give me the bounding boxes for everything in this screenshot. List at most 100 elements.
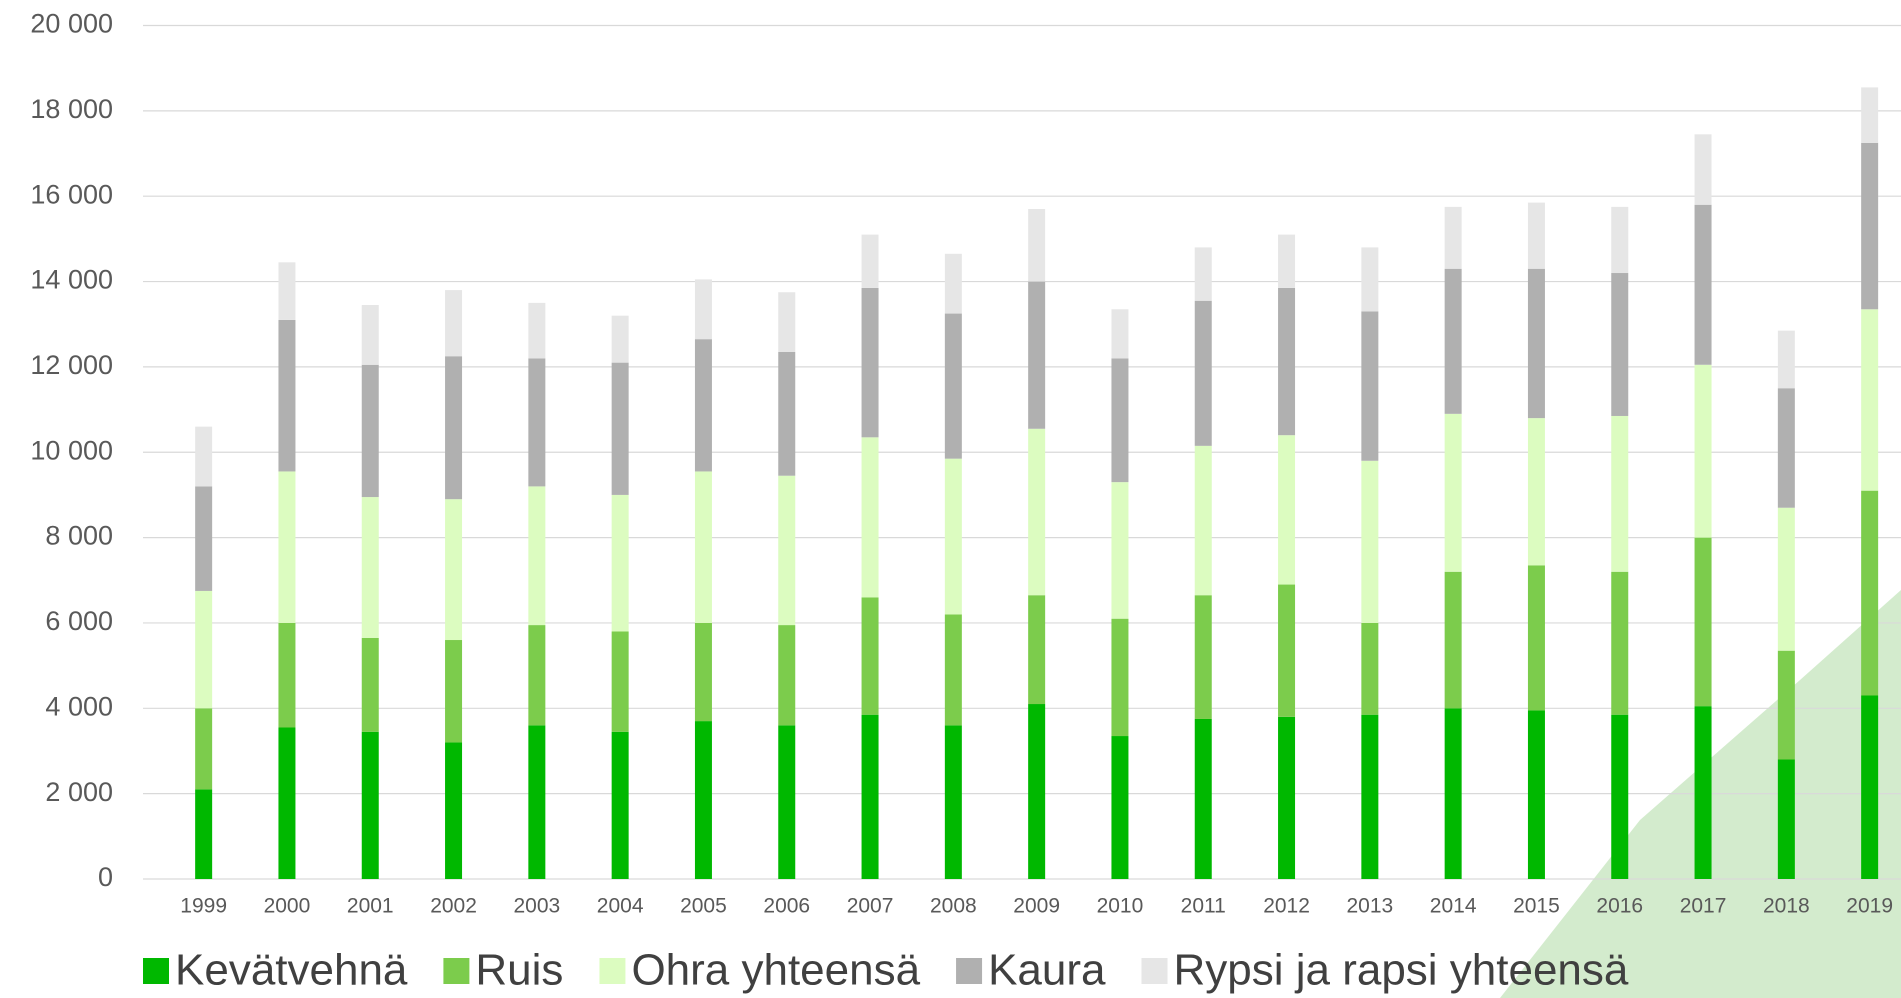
x-tick-label: 2018 xyxy=(1763,895,1810,918)
y-tick-label: 12 000 xyxy=(30,350,113,380)
x-tick-label: 2011 xyxy=(1181,895,1226,918)
bar-segment xyxy=(862,715,879,879)
bar-segment xyxy=(1195,719,1212,879)
x-tick-label: 2003 xyxy=(513,895,560,918)
bar-segment xyxy=(528,625,545,725)
bar-segment xyxy=(1445,207,1462,269)
legend-swatch xyxy=(599,958,625,984)
bar-segment xyxy=(612,631,629,731)
bar-segment xyxy=(1028,595,1045,704)
legend-label: Ohra yhteensä xyxy=(631,946,920,995)
bar-segment xyxy=(1778,508,1795,651)
bar-segment xyxy=(1778,388,1795,507)
y-tick-label: 10 000 xyxy=(30,435,113,465)
bar-segment xyxy=(1445,572,1462,709)
bar-segment xyxy=(1278,585,1295,717)
x-tick-label: 2008 xyxy=(930,895,977,918)
bar-segment xyxy=(278,728,295,879)
bar-segment xyxy=(1361,247,1378,311)
bar-segment xyxy=(445,742,462,879)
legend-label: Ruis xyxy=(475,946,563,995)
bar-segment xyxy=(362,497,379,638)
bar-segment xyxy=(278,320,295,471)
bar-segment xyxy=(778,292,795,352)
bar-segment xyxy=(528,358,545,486)
bar-segment xyxy=(445,356,462,499)
bar-segment xyxy=(1278,435,1295,584)
bar-segment xyxy=(1278,235,1295,288)
x-tick-label: 2014 xyxy=(1430,895,1477,918)
x-tick-label: 2006 xyxy=(763,895,810,918)
bar-segment xyxy=(1111,358,1128,482)
bar-segment xyxy=(1611,273,1628,416)
legend-swatch xyxy=(443,958,469,984)
bar-segment xyxy=(1861,491,1878,696)
bar-segment xyxy=(362,305,379,365)
bar-segment xyxy=(1861,695,1878,879)
y-tick-label: 14 000 xyxy=(30,265,113,295)
bar-segment xyxy=(1195,446,1212,595)
bar-segment xyxy=(1695,205,1712,365)
bar-segment xyxy=(945,725,962,879)
bar-segment xyxy=(612,316,629,363)
bar-segment xyxy=(778,352,795,476)
bar-segment xyxy=(1195,301,1212,446)
bar-segment xyxy=(1111,736,1128,879)
bar-segment xyxy=(195,789,212,879)
bar-segment xyxy=(1111,309,1128,358)
bar-segment xyxy=(1778,331,1795,389)
y-tick-label: 6 000 xyxy=(45,606,113,636)
bar-segment xyxy=(195,486,212,591)
bar-segment xyxy=(1445,414,1462,572)
bar-segment xyxy=(1695,538,1712,707)
bar-segment xyxy=(195,427,212,487)
x-tick-label: 2007 xyxy=(847,895,894,918)
bar-segment xyxy=(278,471,295,622)
x-tick-label: 1999 xyxy=(180,895,227,918)
bar-segment xyxy=(695,471,712,622)
bar-segment xyxy=(278,623,295,728)
bar-segment xyxy=(1778,760,1795,879)
bar-segment xyxy=(1528,710,1545,879)
bar-segment xyxy=(195,708,212,789)
bar-segment xyxy=(445,499,462,640)
bar-segment xyxy=(1111,619,1128,736)
bar-segment xyxy=(1361,311,1378,460)
bar-segment xyxy=(1195,595,1212,719)
bar-segment xyxy=(945,459,962,615)
bar-segment xyxy=(1361,623,1378,715)
bar-segment xyxy=(695,721,712,879)
legend-swatch xyxy=(143,958,169,984)
bar-segment xyxy=(1445,708,1462,879)
bar-segment xyxy=(945,614,962,725)
y-tick-label: 16 000 xyxy=(30,179,113,209)
x-tick-label: 2012 xyxy=(1263,895,1310,918)
bar-segment xyxy=(612,363,629,495)
bar-segment xyxy=(1611,416,1628,572)
bar-segment xyxy=(445,290,462,356)
bar-segment xyxy=(1111,482,1128,619)
bar-segment xyxy=(1778,651,1795,760)
bar-segment xyxy=(862,437,879,597)
page: {"chart_data": {"type": "stacked_bar", "… xyxy=(0,0,1901,998)
x-tick-label: 2017 xyxy=(1680,895,1727,918)
bar-segment xyxy=(528,303,545,358)
legend-label: Kaura xyxy=(988,946,1106,995)
x-tick-label: 2015 xyxy=(1513,895,1560,918)
bar-segment xyxy=(1028,209,1045,282)
bar-segment xyxy=(1028,282,1045,429)
bar-segment xyxy=(695,623,712,721)
y-tick-label: 4 000 xyxy=(45,691,113,721)
bar-segment xyxy=(362,365,379,497)
bar-segment xyxy=(1528,565,1545,710)
bar-segment xyxy=(1528,418,1545,565)
legend-label: Rypsi ja rapsi yhteensä xyxy=(1173,946,1628,995)
bar-segment xyxy=(362,732,379,879)
bar-segment xyxy=(695,339,712,471)
x-tick-label: 2001 xyxy=(347,895,394,918)
bar-segment xyxy=(1361,715,1378,879)
legend-label: Kevätvehnä xyxy=(175,946,408,995)
bar-segment xyxy=(1528,269,1545,418)
x-tick-label: 2019 xyxy=(1846,895,1893,918)
x-tick-label: 2005 xyxy=(680,895,727,918)
